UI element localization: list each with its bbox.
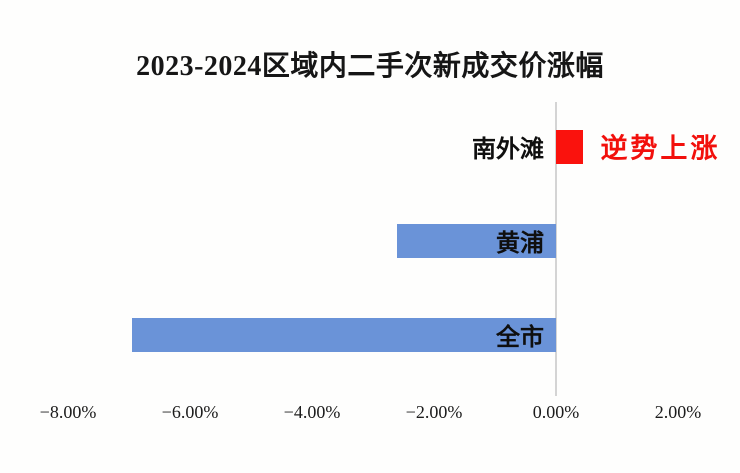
zero-axis-line	[555, 102, 557, 396]
x-axis-tick-label: −4.00%	[283, 402, 341, 422]
x-axis-tick-label: 2.00%	[654, 402, 702, 422]
chart-title: 2023-2024区域内二手次新成交价涨幅	[136, 51, 604, 82]
x-axis-tick-label: −6.00%	[161, 402, 219, 422]
category-label: 南外滩	[472, 136, 544, 163]
x-axis-tick-label: −8.00%	[39, 402, 97, 422]
category-label: 全市	[496, 324, 544, 351]
bar	[132, 318, 556, 352]
x-axis-tick-label: 0.00%	[532, 402, 580, 422]
category-label: 黄浦	[496, 230, 544, 257]
bar	[556, 130, 584, 164]
x-axis-tick-label: −2.00%	[405, 402, 463, 422]
bar	[397, 224, 556, 258]
annotation-label: 逆势上涨	[600, 133, 721, 164]
